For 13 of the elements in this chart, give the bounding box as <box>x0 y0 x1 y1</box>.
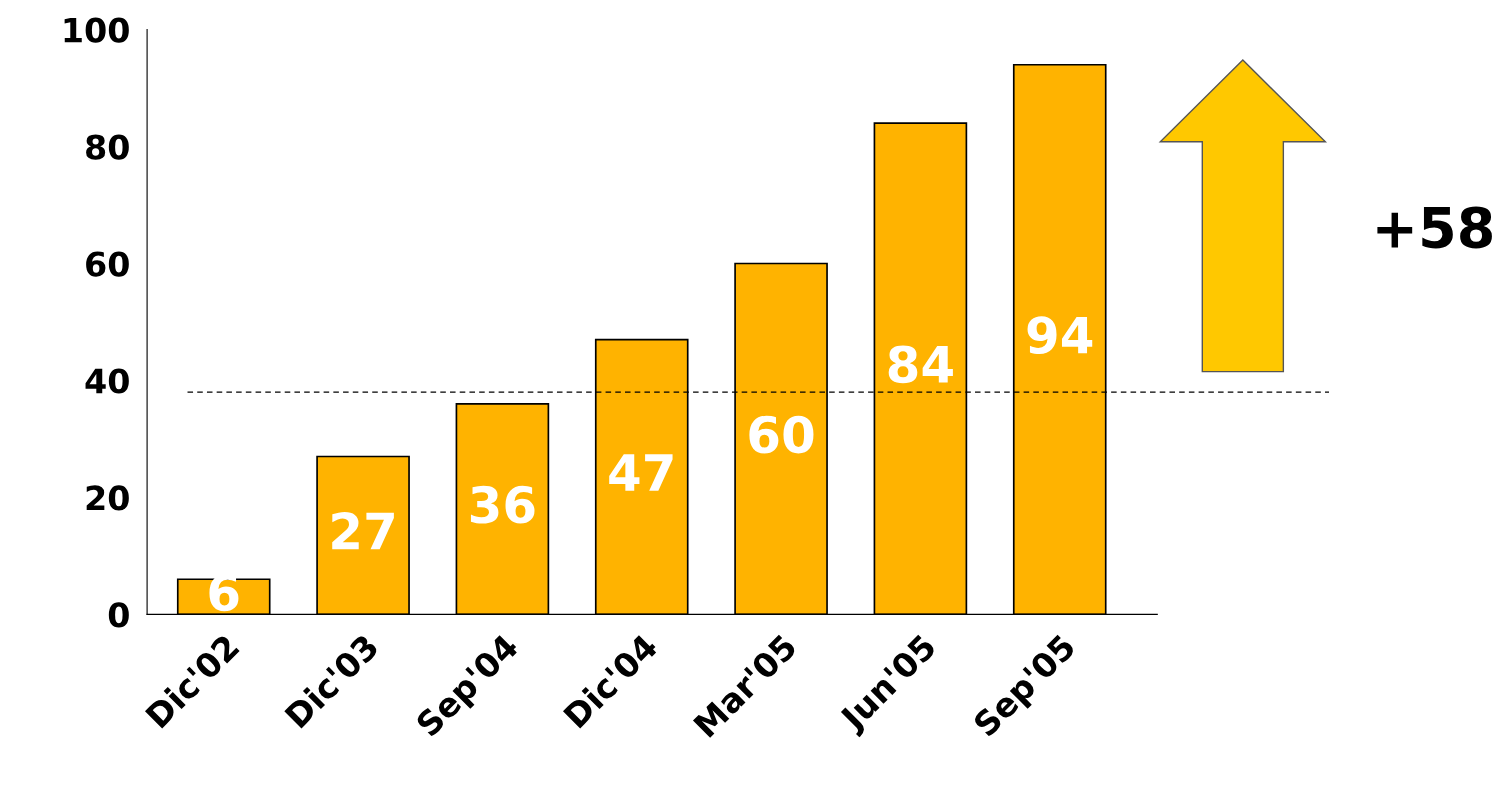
data-label: 47 <box>609 454 673 491</box>
data-label: 36 <box>470 485 535 524</box>
y-tick-label: 40 <box>85 368 129 394</box>
data-label: 60 <box>749 415 814 454</box>
y-tick-label: 60 <box>86 251 129 277</box>
y-tick-label: 20 <box>86 485 129 511</box>
data-label: 27 <box>332 512 394 550</box>
data-label: 84 <box>888 345 953 384</box>
y-tick-label: 100 <box>64 17 129 43</box>
data-label: 94 <box>1027 316 1093 355</box>
y-tick-label: 0 <box>108 602 129 628</box>
y-tick-label: 80 <box>86 134 129 160</box>
text: +58 <box>1377 206 1492 249</box>
